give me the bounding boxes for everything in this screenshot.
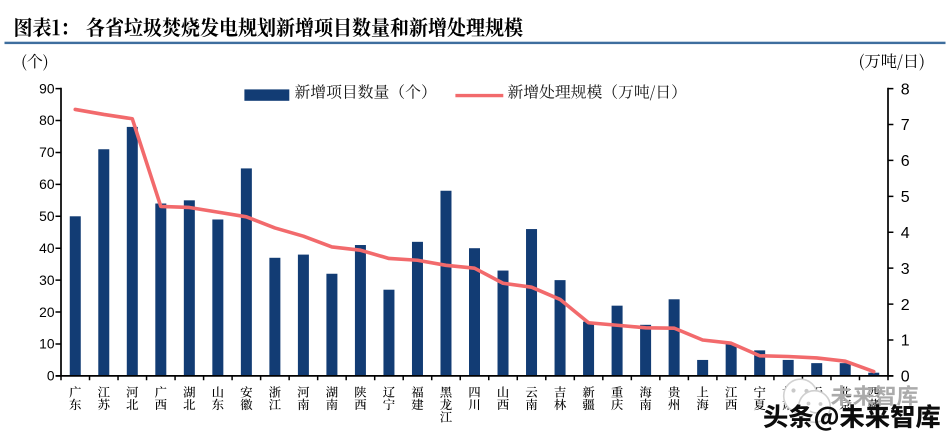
svg-text:30: 30: [39, 273, 55, 288]
svg-text:8: 8: [901, 81, 910, 98]
svg-text:90: 90: [39, 81, 55, 96]
svg-text:0: 0: [901, 369, 910, 386]
svg-text:4: 4: [901, 225, 910, 242]
svg-text:0: 0: [47, 369, 55, 384]
svg-text:7: 7: [901, 117, 910, 134]
svg-text:60: 60: [39, 177, 55, 192]
svg-text:3: 3: [901, 261, 910, 278]
svg-text:2: 2: [901, 297, 910, 314]
svg-text:80: 80: [39, 113, 55, 128]
svg-text:6: 6: [901, 153, 910, 170]
svg-text:70: 70: [39, 145, 55, 160]
svg-text:10: 10: [39, 337, 55, 352]
svg-text:5: 5: [901, 189, 910, 206]
svg-text:20: 20: [39, 305, 55, 320]
svg-text:50: 50: [39, 209, 55, 224]
svg-text:40: 40: [39, 241, 55, 256]
svg-text:1: 1: [901, 333, 910, 350]
